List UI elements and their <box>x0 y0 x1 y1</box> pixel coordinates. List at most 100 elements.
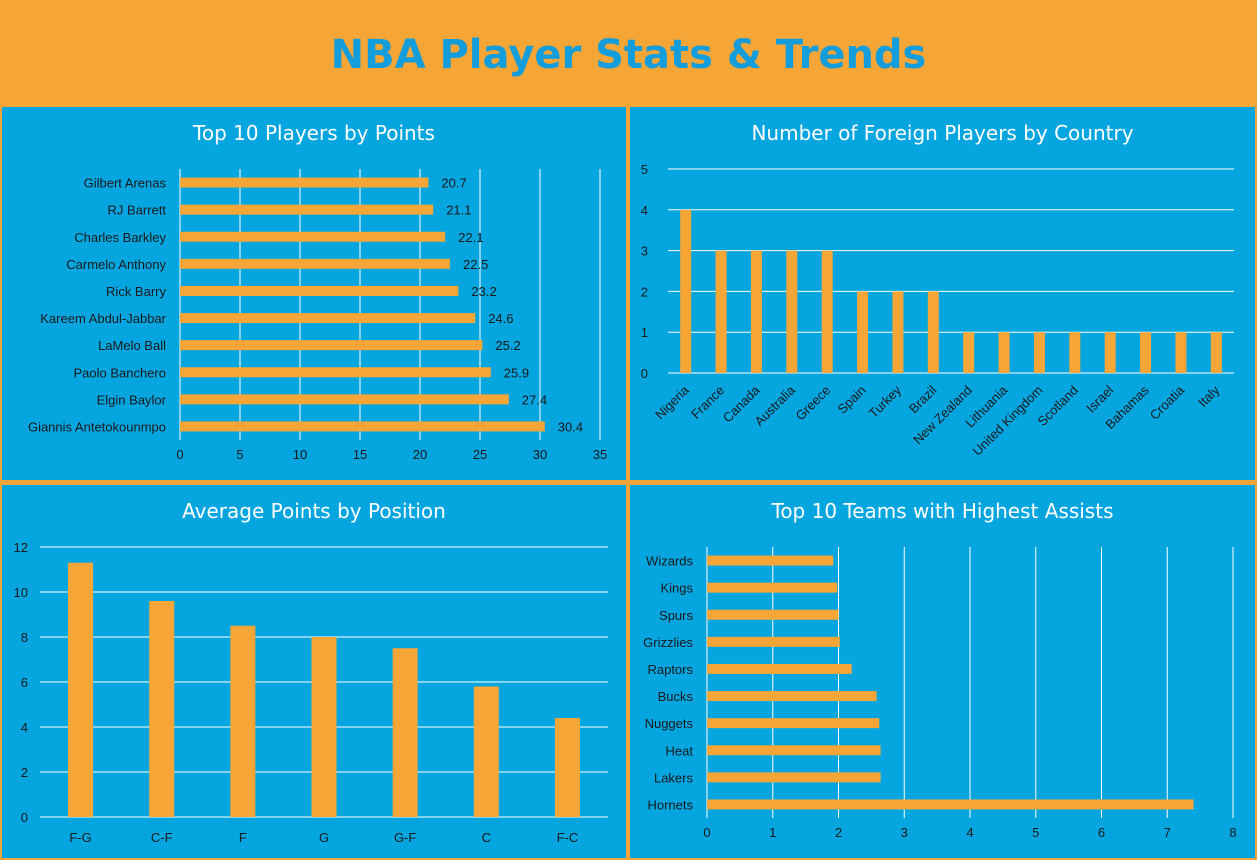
bar <box>927 291 939 373</box>
dashboard-header: NBA Player Stats & Trends <box>0 0 1257 106</box>
top-players-points-chart: 0 5 10 15 20 25 30 35 Gilbert Arenas 20.7 RJ Barre… <box>28 169 607 462</box>
category-label: Australia <box>752 382 799 429</box>
bar <box>707 663 852 674</box>
data-label: 24.6 <box>488 311 513 326</box>
bar <box>963 332 975 373</box>
chart-title: Number of Foreign Players by Country <box>751 121 1134 145</box>
category-label: Raptors <box>647 662 693 677</box>
y-tick-label: 3 <box>641 244 648 259</box>
bar <box>821 250 833 373</box>
bar <box>707 772 881 783</box>
bar <box>473 686 499 817</box>
data-label: 22.5 <box>463 257 488 272</box>
bar <box>311 637 337 817</box>
bar <box>230 625 256 817</box>
category-label: Carmelo Anthony <box>66 257 166 272</box>
category-label: RJ Barrett <box>107 203 166 218</box>
avg-points-position-panel: Average Points by Position 0 2 4 6 8 10 12 F-G C… <box>2 485 626 858</box>
data-label: 20.7 <box>441 176 466 191</box>
bar <box>68 562 94 817</box>
x-tick-label: 6 <box>1098 825 1105 840</box>
y-tick-label: 8 <box>21 630 28 645</box>
bar <box>180 204 434 215</box>
category-label: Rick Barry <box>106 284 166 299</box>
x-tick-label: 7 <box>1164 825 1171 840</box>
bar <box>707 636 840 647</box>
category-label: Hornets <box>647 797 693 812</box>
team-assists-panel: Top 10 Teams with Highest Assists 0 1 2 3 4 5… <box>630 485 1255 858</box>
category-label: Croatia <box>1147 382 1188 423</box>
category-label: Paolo Banchero <box>73 365 166 380</box>
bar <box>180 285 459 296</box>
x-tick-label: 5 <box>1032 825 1039 840</box>
bar <box>1069 332 1081 373</box>
chart-title: Top 10 Teams with Highest Assists <box>771 499 1114 523</box>
category-label: C-F <box>151 830 173 845</box>
bar <box>1210 332 1222 373</box>
category-label: F-G <box>69 830 91 845</box>
bar <box>180 421 545 432</box>
x-tick-label: 10 <box>293 447 307 462</box>
bar <box>180 177 429 188</box>
category-label: Kings <box>660 581 693 596</box>
y-tick-label: 2 <box>641 284 648 299</box>
category-label: Italy <box>1195 382 1223 410</box>
chart-title: Top 10 Players by Points <box>193 121 435 145</box>
bar <box>554 718 580 817</box>
chart-title: Average Points by Position <box>182 499 446 523</box>
category-label: G <box>319 830 329 845</box>
bar <box>707 555 834 566</box>
bar <box>750 250 762 373</box>
bar <box>180 394 509 405</box>
bar <box>707 691 877 702</box>
category-label: Wizards <box>646 554 693 569</box>
foreign-players-chart: 012345NigeriaFranceCanadaAustraliaGreece… <box>641 162 1234 459</box>
x-tick-label: 25 <box>473 447 487 462</box>
data-label: 21.1 <box>446 203 471 218</box>
bar <box>180 231 446 242</box>
y-tick-label: 5 <box>641 162 648 177</box>
bar <box>786 250 798 373</box>
category-label: Nigeria <box>652 382 692 422</box>
x-tick-label: 3 <box>901 825 908 840</box>
y-tick-label: 0 <box>641 366 648 381</box>
bar <box>707 799 1194 810</box>
category-label: Spain <box>835 383 869 417</box>
category-label: Nuggets <box>645 716 694 731</box>
bar <box>715 250 727 373</box>
bar <box>1140 332 1152 373</box>
category-label: Heat <box>666 743 694 758</box>
y-tick-label: 12 <box>14 540 28 555</box>
bar <box>180 313 476 324</box>
bar <box>707 609 839 620</box>
bar <box>707 582 838 593</box>
bar <box>149 601 175 817</box>
y-tick-label: 10 <box>14 585 28 600</box>
category-label: Giannis Antetokounmpo <box>28 419 166 434</box>
x-tick-label: 35 <box>593 447 607 462</box>
top-players-points-panel: Top 10 Players by Points 0 5 10 15 20 25 30 35 G… <box>2 107 626 480</box>
data-label: 27.4 <box>522 392 547 407</box>
bar <box>180 340 483 351</box>
dashboard-title: NBA Player Stats & Trends <box>330 32 927 78</box>
category-label: Grizzlies <box>643 635 693 650</box>
bar <box>392 648 418 817</box>
x-tick-label: 4 <box>966 825 973 840</box>
category-label: Lakers <box>654 770 694 785</box>
category-label: Kareem Abdul-Jabbar <box>40 311 166 326</box>
bar <box>707 745 881 756</box>
category-label: Elgin Baylor <box>97 392 167 407</box>
bar <box>180 258 450 269</box>
y-tick-label: 6 <box>21 675 28 690</box>
category-label: Charles Barkley <box>74 230 166 245</box>
data-label: 22.1 <box>458 230 483 245</box>
x-tick-label: 0 <box>703 825 710 840</box>
category-label: G-F <box>394 830 416 845</box>
data-label: 23.2 <box>471 284 496 299</box>
bar <box>1104 332 1116 373</box>
y-tick-label: 1 <box>641 325 648 340</box>
foreign-players-panel: Number of Foreign Players by Country 0 1 2… <box>630 107 1255 480</box>
x-tick-label: 5 <box>236 447 243 462</box>
data-label: 30.4 <box>558 419 583 434</box>
data-label: 25.9 <box>504 365 529 380</box>
